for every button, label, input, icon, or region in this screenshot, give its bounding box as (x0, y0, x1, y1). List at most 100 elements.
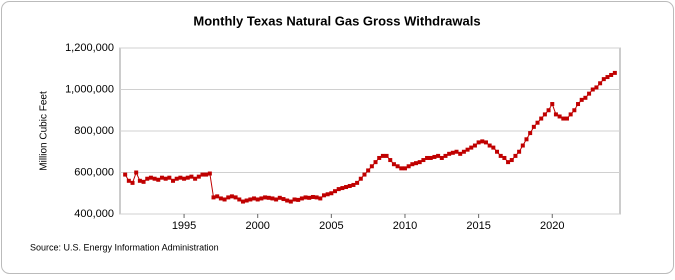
data-point (255, 197, 260, 202)
chart-title: Monthly Texas Natural Gas Gross Withdraw… (193, 13, 480, 28)
data-point (539, 116, 544, 121)
data-point (340, 186, 345, 191)
data-point (483, 140, 488, 145)
data-point (598, 81, 603, 86)
data-point (222, 197, 227, 202)
data-point (480, 139, 485, 144)
data-point (211, 195, 216, 200)
data-point (171, 178, 176, 183)
data-point (185, 175, 190, 180)
data-point (148, 175, 153, 180)
data-point (399, 166, 404, 171)
data-point (384, 153, 389, 158)
data-point (550, 102, 555, 107)
data-point (163, 176, 168, 181)
data-point (443, 153, 448, 158)
data-point (410, 162, 415, 167)
data-point (248, 197, 253, 202)
data-point (141, 179, 146, 184)
data-point (137, 178, 142, 183)
data-point (535, 120, 540, 125)
data-point (366, 168, 371, 173)
data-point (329, 191, 334, 196)
data-point (215, 194, 220, 199)
data-point (182, 176, 187, 181)
data-point (193, 176, 198, 181)
data-point (167, 175, 172, 180)
data-point (369, 164, 374, 169)
data-point (237, 197, 242, 202)
data-point (244, 198, 249, 203)
data-point (605, 75, 610, 80)
data-point (612, 70, 617, 75)
data-point (296, 197, 301, 202)
data-point (321, 193, 326, 198)
data-point (506, 160, 511, 165)
data-point (388, 158, 393, 163)
data-point (531, 124, 536, 129)
data-point (145, 176, 150, 181)
data-point (178, 175, 183, 180)
data-point (557, 114, 562, 119)
data-point (325, 192, 330, 197)
data-point (358, 176, 363, 181)
data-point (226, 195, 231, 200)
data-point (517, 149, 522, 154)
data-point (594, 85, 599, 90)
data-point (520, 143, 525, 148)
data-point (498, 153, 503, 158)
data-point (259, 196, 264, 201)
data-point (310, 194, 315, 199)
data-point (587, 91, 592, 96)
data-point (476, 140, 481, 145)
data-point (428, 155, 433, 160)
data-point (126, 178, 131, 183)
data-point (553, 112, 558, 117)
data-point (395, 164, 400, 169)
data-point (414, 161, 419, 166)
source-note: Source: U.S. Energy Information Administ… (30, 242, 219, 252)
data-point (240, 199, 245, 204)
data-point (152, 176, 157, 181)
data-point (270, 196, 275, 201)
data-point (292, 197, 297, 202)
data-point (461, 149, 466, 154)
data-point (123, 172, 128, 177)
data-point (229, 194, 234, 199)
x-tick-label: 2020 (540, 220, 564, 232)
data-point (542, 112, 547, 117)
data-point (447, 151, 452, 156)
data-point (436, 153, 441, 158)
x-tick-label: 2015 (466, 220, 490, 232)
data-point (274, 197, 279, 202)
data-point (156, 177, 161, 182)
data-point (380, 153, 385, 158)
data-point (583, 95, 588, 100)
data-point (579, 97, 584, 102)
data-point (207, 171, 212, 176)
data-point (333, 189, 338, 194)
y-tick-label: 1,000,000 (65, 83, 114, 95)
data-point (355, 180, 360, 185)
data-point (299, 196, 304, 201)
data-point (491, 145, 496, 150)
data-point (252, 196, 257, 201)
data-point (130, 180, 135, 185)
data-point (314, 195, 319, 200)
data-point (564, 116, 569, 121)
data-point (561, 116, 566, 121)
data-point (439, 155, 444, 160)
data-point (200, 172, 205, 177)
data-point (609, 72, 614, 77)
data-point (336, 187, 341, 192)
data-point (277, 195, 282, 200)
x-tick-label: 2000 (245, 220, 269, 232)
x-tick-label: 2005 (319, 220, 343, 232)
y-tick-label: 400,000 (74, 208, 114, 220)
data-point (391, 162, 396, 167)
data-point (351, 182, 356, 187)
data-point (524, 137, 529, 142)
data-point (303, 195, 308, 200)
y-tick-label: 800,000 (74, 125, 114, 137)
data-point (454, 149, 459, 154)
